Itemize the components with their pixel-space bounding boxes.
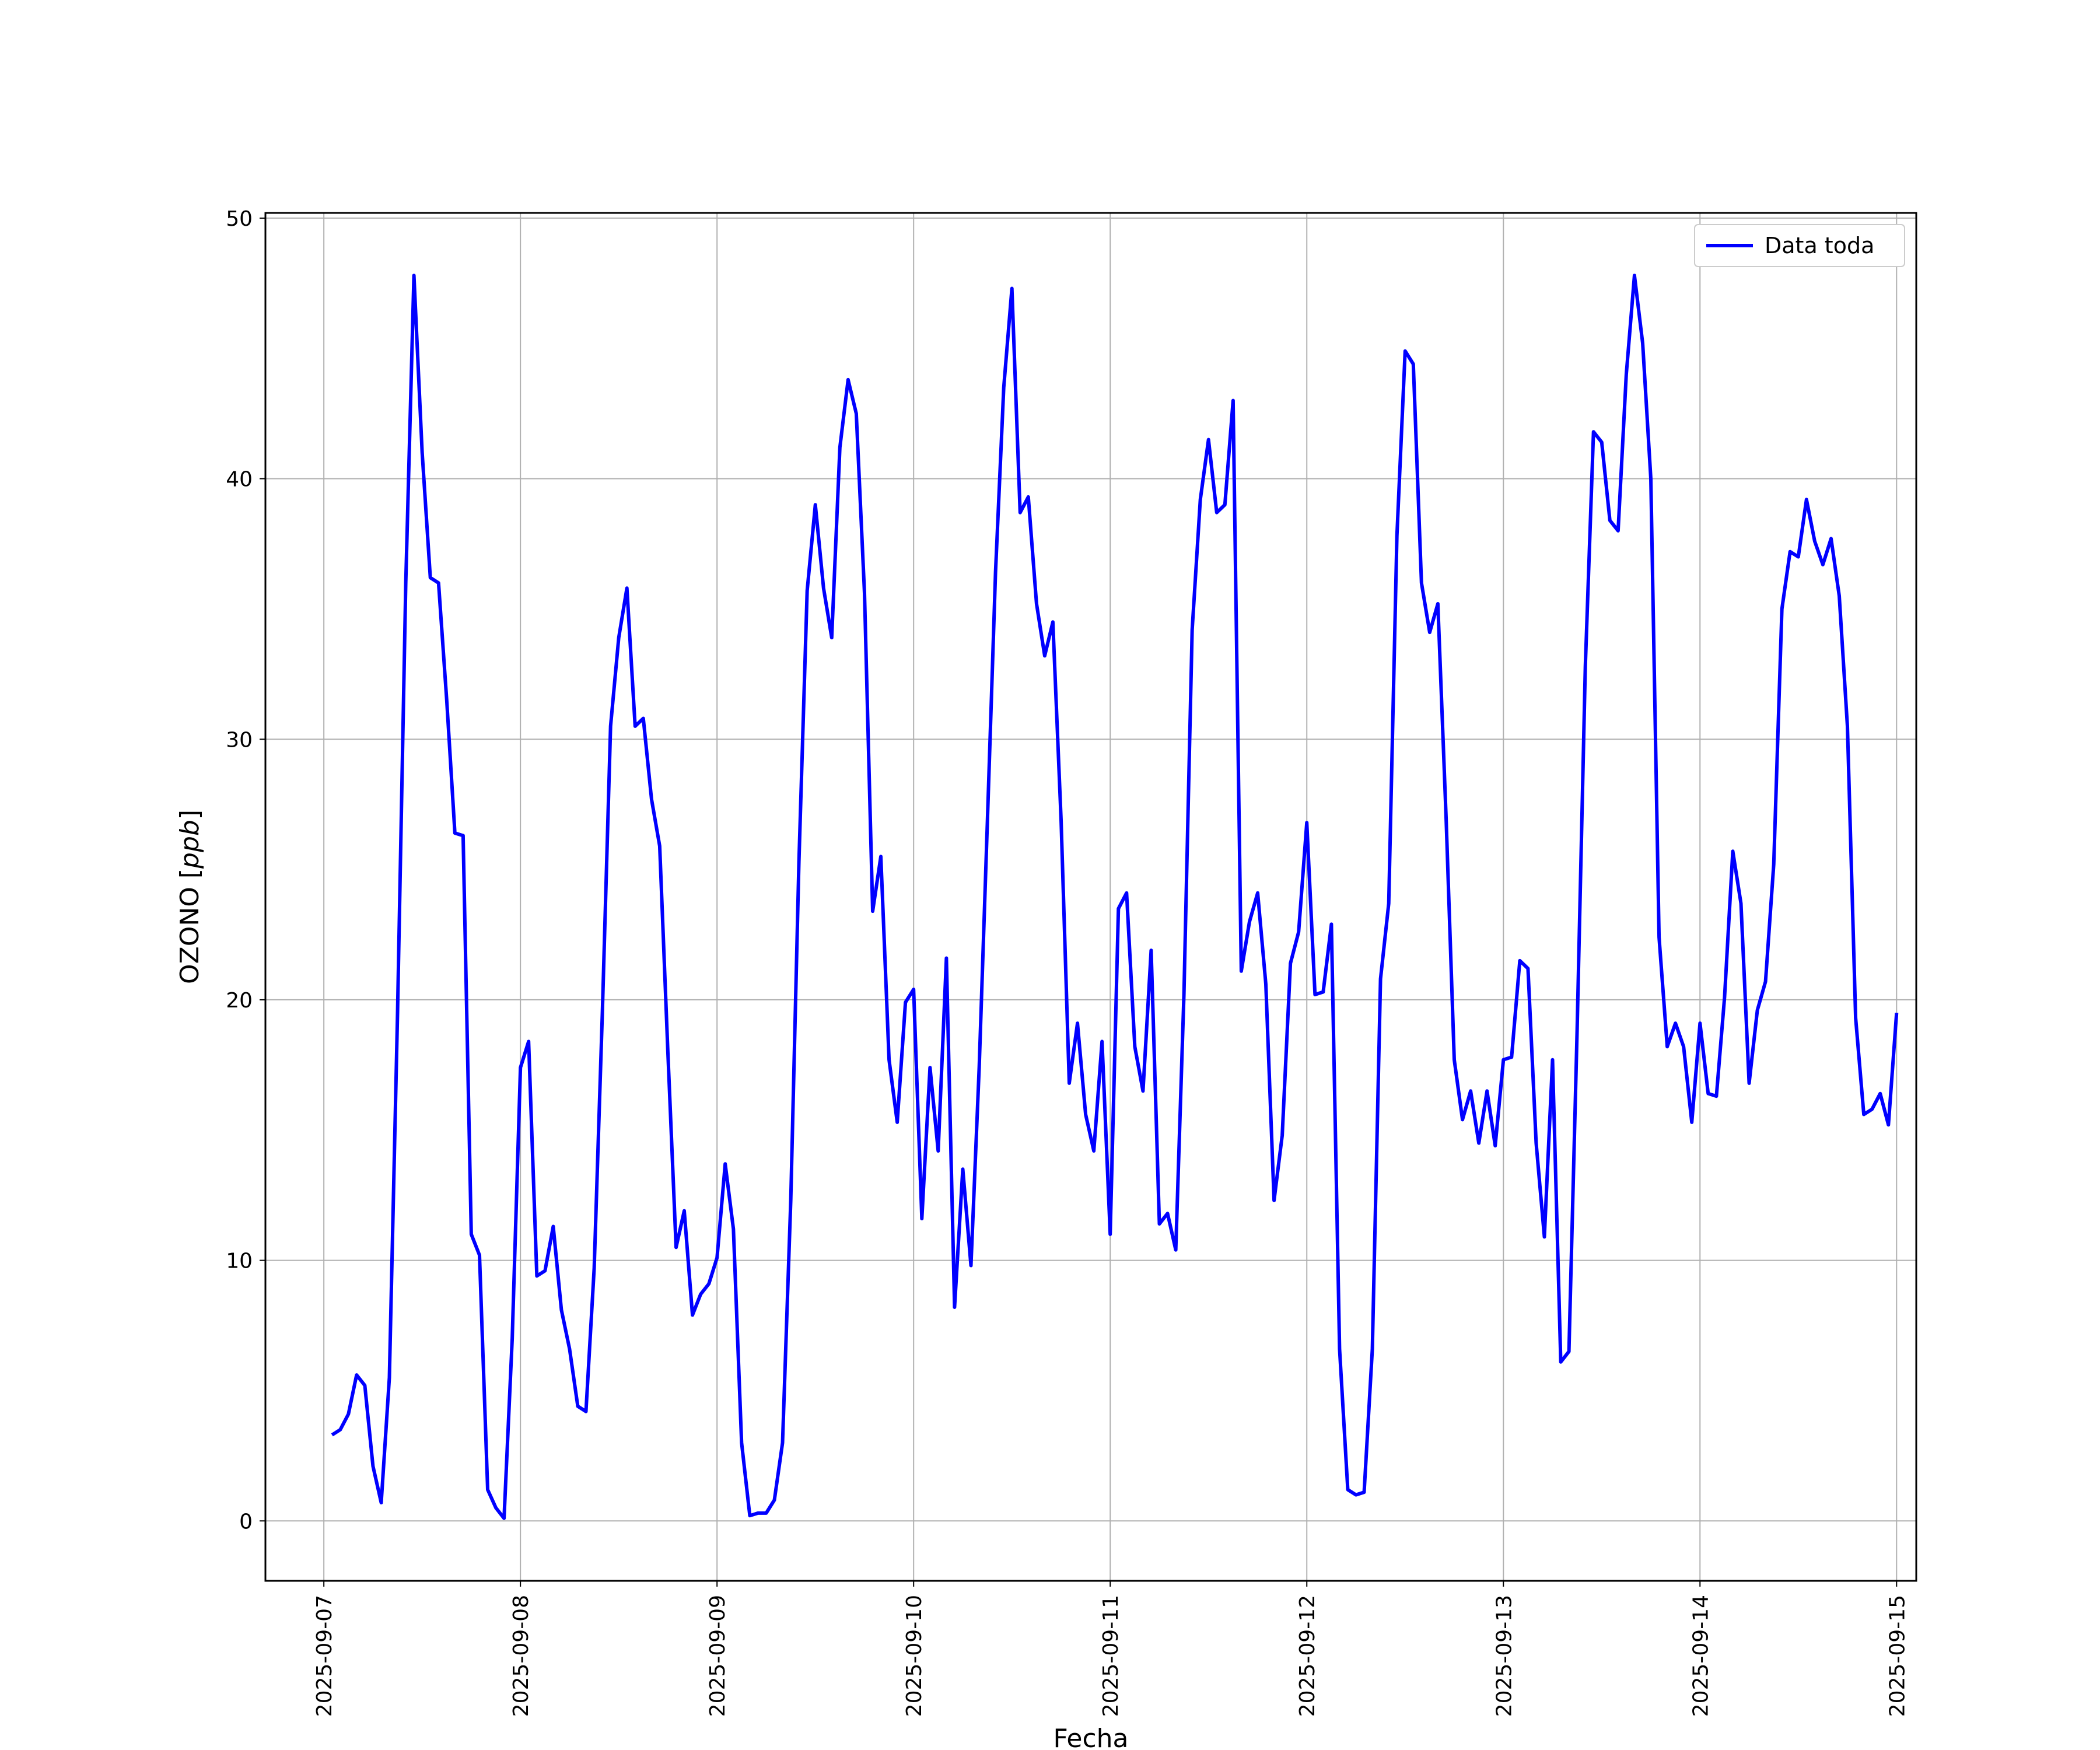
y-tick-label: 20 (226, 989, 253, 1013)
series-layer (331, 274, 1899, 1520)
x-tick-label: 2025-09-12 (1296, 1595, 1320, 1717)
x-tick-label: 2025-09-09 (706, 1595, 730, 1717)
legend-label: Data toda (1765, 233, 1874, 258)
x-tick-label: 2025-09-13 (1492, 1595, 1516, 1717)
x-tick-label: 2025-09-07 (313, 1595, 337, 1717)
y-tick-label: 0 (239, 1510, 253, 1534)
x-tick-label: 2025-09-10 (902, 1595, 926, 1717)
y-tick-label: 50 (226, 207, 253, 231)
x-axis-label: Fecha (1053, 1724, 1128, 1750)
y-tick-label: 10 (226, 1250, 253, 1273)
legend: Data toda (1694, 224, 1905, 267)
series-line (331, 274, 1899, 1520)
y-tick-label: 40 (226, 468, 253, 492)
axes-frame (264, 212, 1917, 1582)
y-axis-ticks: 0 10 20 30 40 50 (226, 207, 265, 1534)
x-tick-label: 2025-09-11 (1099, 1595, 1123, 1717)
x-tick-label: 2025-09-15 (1885, 1595, 1909, 1717)
grid-lines (265, 213, 1916, 1581)
x-axis-ticks: 2025-09-07 2025-09-08 2025-09-09 2025-09-10… (313, 1581, 1909, 1717)
y-axis-label: OZONO [ppb] (175, 810, 205, 984)
legend-box (1694, 224, 1905, 267)
y-tick-label: 30 (226, 728, 253, 752)
x-tick-label: 2025-09-14 (1689, 1595, 1713, 1717)
x-tick-label: 2025-09-08 (509, 1595, 533, 1717)
